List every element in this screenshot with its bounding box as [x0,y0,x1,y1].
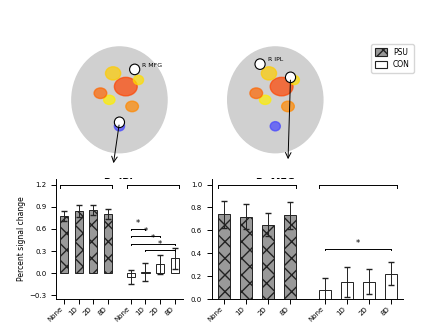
Bar [340,282,353,299]
Bar [127,273,135,277]
Bar [240,217,252,299]
Ellipse shape [270,122,280,131]
Bar [75,211,83,273]
Circle shape [285,72,296,83]
Circle shape [114,117,125,128]
Ellipse shape [134,75,143,85]
Ellipse shape [282,101,294,112]
Bar [89,210,98,273]
Bar [319,290,331,299]
Ellipse shape [94,88,107,98]
Text: *: * [136,219,140,228]
Ellipse shape [72,47,167,153]
Ellipse shape [105,67,121,80]
Text: *: * [356,239,360,248]
Text: R. MFG: R. MFG [256,178,295,188]
Text: (48, 14, 46): (48, 14, 46) [251,191,300,200]
Ellipse shape [126,101,138,112]
Circle shape [255,59,265,70]
Bar [60,216,68,273]
Y-axis label: Percent signal change: Percent signal change [17,197,26,281]
Text: *: * [143,226,147,236]
Text: R. IPL: R. IPL [103,178,135,188]
Circle shape [129,64,140,75]
Text: (36, -60, 50): (36, -60, 50) [94,191,146,200]
Ellipse shape [261,67,276,80]
Ellipse shape [103,95,115,104]
Text: R MFG: R MFG [142,63,163,68]
Bar [385,274,397,299]
Ellipse shape [289,75,299,85]
Bar [218,214,230,299]
Legend: PSU, CON: PSU, CON [371,44,414,73]
Text: *: * [158,240,162,249]
Ellipse shape [250,88,263,98]
Bar [171,258,179,273]
Bar [262,225,274,299]
Ellipse shape [270,77,293,96]
Bar [104,214,112,273]
Ellipse shape [114,77,137,96]
Bar [363,282,375,299]
Bar [142,272,150,273]
Ellipse shape [114,122,125,131]
Ellipse shape [228,47,323,153]
Bar [156,264,164,273]
Text: R IPL: R IPL [267,57,283,62]
Ellipse shape [259,95,271,104]
Bar [284,215,297,299]
Text: *: * [151,234,155,243]
